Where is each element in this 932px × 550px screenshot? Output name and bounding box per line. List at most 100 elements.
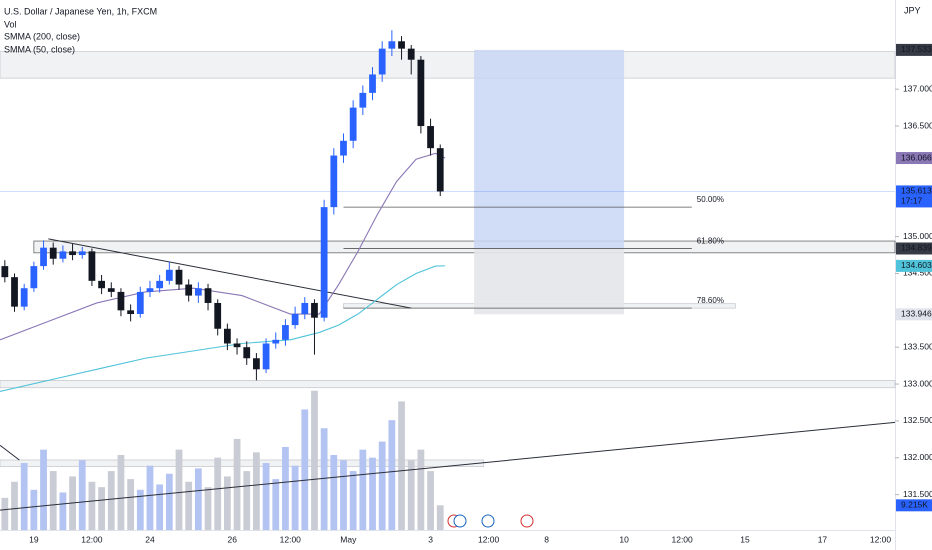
volume-bar	[204, 487, 212, 530]
volume-bar	[349, 471, 357, 530]
y-tick-label: 131.500	[903, 489, 932, 499]
candle-body	[282, 325, 289, 340]
price-label-bg	[896, 185, 932, 208]
candle-body	[11, 277, 18, 307]
volume-bar	[359, 449, 367, 530]
volume-bar	[40, 449, 47, 530]
smma-line	[0, 152, 446, 341]
fib-label: 61.80%	[697, 237, 724, 246]
y-tick-label: 133.000	[903, 378, 932, 388]
price-label: 135.613	[901, 186, 932, 196]
price-label-bg	[896, 499, 932, 512]
y-tick-label: 132.000	[903, 452, 932, 462]
volume-bar	[427, 471, 434, 530]
volume-bar	[369, 457, 376, 530]
y-tick-label: 132.500	[903, 415, 932, 425]
volume-bar	[233, 438, 241, 530]
volume-bar	[107, 471, 115, 530]
candle-body	[301, 302, 309, 315]
candle-body	[156, 280, 164, 289]
x-tick-label: 26	[227, 534, 237, 544]
price-label: 137.533	[901, 44, 932, 54]
x-tick-label: 12:00	[81, 534, 103, 544]
x-tick-label: 10	[619, 534, 629, 544]
volume-bar	[30, 489, 38, 530]
candle-body	[88, 251, 96, 281]
volume-bar	[214, 457, 222, 530]
currency-label: JPY	[904, 5, 921, 15]
position-loss	[474, 248, 625, 315]
x-tick-label: 24	[145, 534, 155, 544]
volume-bar	[272, 479, 280, 530]
zone	[33, 240, 896, 254]
x-tick-label: 15	[740, 534, 750, 544]
candle-body	[233, 343, 241, 348]
volume-bar	[417, 449, 425, 530]
price-label-bg	[896, 242, 932, 255]
y-tick-label: 135.000	[903, 231, 932, 241]
candle-body	[427, 126, 434, 149]
plot: 50.00% 61.80% 78.60%	[0, 30, 896, 530]
x-tick-label: 8	[544, 534, 549, 544]
fib-label: 50.00%	[697, 195, 724, 204]
candle-body	[340, 140, 347, 156]
volume-bar	[136, 489, 144, 530]
candle-body	[214, 302, 222, 329]
volume-bar	[340, 460, 347, 530]
y-tick-label: 137.000	[903, 83, 932, 93]
x-tick-label: 12:00	[671, 534, 693, 544]
candle-body	[388, 41, 396, 49]
volume-bar	[243, 471, 251, 530]
volume-bar	[98, 487, 105, 530]
candle-body	[311, 302, 318, 318]
candle-body	[243, 347, 251, 359]
volume-bar	[262, 463, 270, 530]
event-icon[interactable]	[520, 514, 534, 528]
y-tick-label: 133.500	[903, 341, 932, 351]
candle-body	[117, 291, 125, 311]
x-tick-label: 12:00	[870, 534, 892, 544]
candle-body	[417, 59, 425, 127]
volume-bar	[59, 492, 67, 530]
candle-body	[78, 251, 86, 256]
zone	[0, 380, 896, 389]
candle-body	[320, 207, 328, 318]
position-profit	[474, 49, 625, 249]
candle-body	[69, 251, 76, 256]
event-icons[interactable]	[447, 514, 534, 528]
x-tick-label: 3	[428, 534, 433, 544]
volume-bar	[436, 505, 444, 530]
candle-body	[194, 288, 202, 296]
volume-bar	[165, 473, 173, 530]
candle-body	[127, 310, 135, 315]
candle-body	[136, 291, 144, 315]
candle-body	[146, 288, 154, 292]
candle-body	[407, 48, 415, 60]
volume-bar	[282, 446, 289, 530]
volume-bar	[11, 481, 18, 530]
volume-bar	[301, 409, 309, 530]
volume-bar	[223, 476, 231, 530]
event-icon[interactable]	[481, 514, 495, 528]
volume-bar	[388, 420, 396, 530]
countdown: 17:17	[901, 196, 923, 206]
x-tick-label: 12:00	[478, 534, 500, 544]
volume-bar	[88, 481, 96, 530]
volume-bar	[320, 428, 328, 530]
volume-bar	[156, 484, 164, 530]
event-icon[interactable]	[453, 514, 467, 528]
candle-body	[291, 314, 299, 326]
volume-legend: Vol	[4, 19, 17, 29]
zone	[0, 459, 485, 467]
x-tick-label: 19	[29, 534, 39, 544]
candle-body	[40, 247, 47, 267]
volume-bar	[175, 449, 183, 530]
volume-bar	[194, 468, 202, 530]
candle-body	[349, 107, 357, 141]
price-label-bg	[896, 259, 932, 272]
candle-body	[359, 92, 367, 108]
candle-body	[398, 41, 405, 49]
y-tick-label: 136.500	[903, 120, 932, 130]
price-label: 133.946	[901, 309, 932, 319]
